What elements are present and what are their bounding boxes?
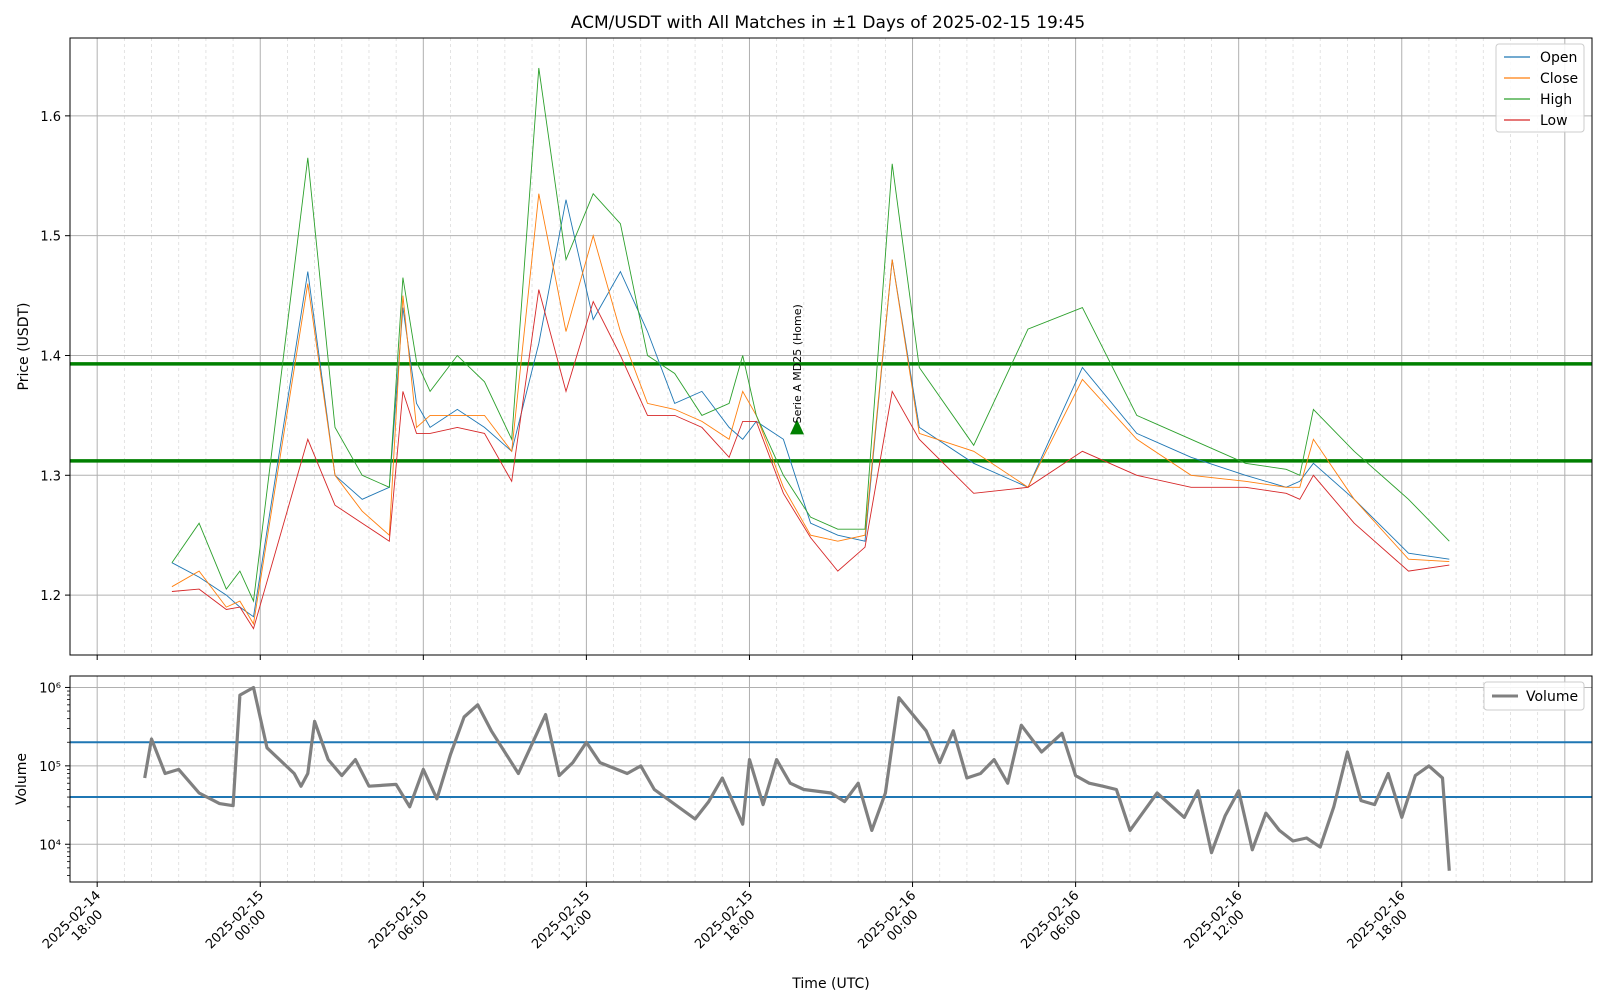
match-annotation-label: Serie A MD25 (Home) [791, 304, 804, 423]
price-series [171, 67, 1450, 630]
x-tick-label: 2025-02-1418:00 [40, 888, 115, 963]
series-low-line [171, 289, 1450, 630]
volume-y-tick-label: 10⁵ [39, 760, 61, 775]
volume-y-ticks: 10⁴ 10⁵ 10⁶ [39, 681, 70, 876]
legend-label-open: Open [1540, 50, 1577, 66]
volume-legend: Volume [1483, 681, 1585, 711]
x-tick-label: 2025-02-1618:00 [1345, 888, 1420, 963]
price-legend-box [1495, 43, 1585, 133]
x-axis-label: Time (UTC) [791, 976, 869, 992]
legend-label-high: High [1540, 92, 1572, 108]
price-y-tick-label: 1.6 [40, 110, 61, 125]
price-y-ticks: 1.2 1.3 1.4 1.5 1.6 [40, 110, 70, 604]
x-tick-label: 2025-02-1612:00 [1181, 888, 1256, 963]
x-tick-label: 2025-02-1500:00 [203, 888, 278, 963]
x-axis-ticks: 2025-02-1418:00 2025-02-1500:00 2025-02-15… [40, 655, 1420, 963]
volume-y-axis-label: Volume [14, 753, 30, 805]
legend-label-volume: Volume [1526, 689, 1578, 705]
volume-legend-box [1483, 681, 1585, 711]
price-panel: Serie A MD25 (Home) 1.2 1.3 1.4 1.5 1.6 Pric… [16, 37, 1593, 656]
price-y-tick-label: 1.4 [40, 349, 61, 364]
series-open-line [171, 199, 1450, 618]
price-legend: Open Close High Low [1495, 43, 1585, 133]
series-close-line [171, 193, 1450, 626]
price-threshold-lines [70, 362, 1592, 463]
x-tick-label: 2025-02-1518:00 [692, 888, 767, 963]
x-tick-label: 2025-02-1606:00 [1018, 888, 1093, 963]
volume-axes-frame [69, 675, 1593, 883]
chart-title: ACM/USDT with All Matches in ±1 Days of … [571, 13, 1085, 33]
x-tick-label: 2025-02-1512:00 [529, 888, 604, 963]
match-marker-triangle [790, 419, 805, 435]
legend-label-low: Low [1540, 113, 1568, 129]
price-y-tick-label: 1.2 [40, 589, 61, 604]
volume-series [143, 685, 1451, 871]
series-high-line [171, 67, 1450, 603]
price-annotations: Serie A MD25 (Home) [790, 304, 805, 435]
x-tick-label: 2025-02-1600:00 [855, 888, 930, 963]
price-y-tick-label: 1.5 [40, 230, 61, 245]
volume-y-tick-label: 10⁴ [39, 838, 61, 853]
price-grid [69, 38, 1593, 655]
price-y-axis-label: Price (USDT) [16, 303, 32, 391]
legend-label-close: Close [1540, 71, 1578, 87]
price-y-tick-label: 1.3 [40, 469, 61, 484]
x-tick-label: 2025-02-1506:00 [366, 888, 441, 963]
volume-y-tick-label: 10⁶ [39, 681, 61, 696]
price-axes-frame [69, 37, 1593, 656]
volume-panel: 10⁴ 10⁵ 10⁶ 2025-02-1418:00 2025-02-1500:00… [14, 655, 1593, 992]
volume-grid [69, 676, 1593, 882]
series-volume-line [143, 685, 1451, 871]
